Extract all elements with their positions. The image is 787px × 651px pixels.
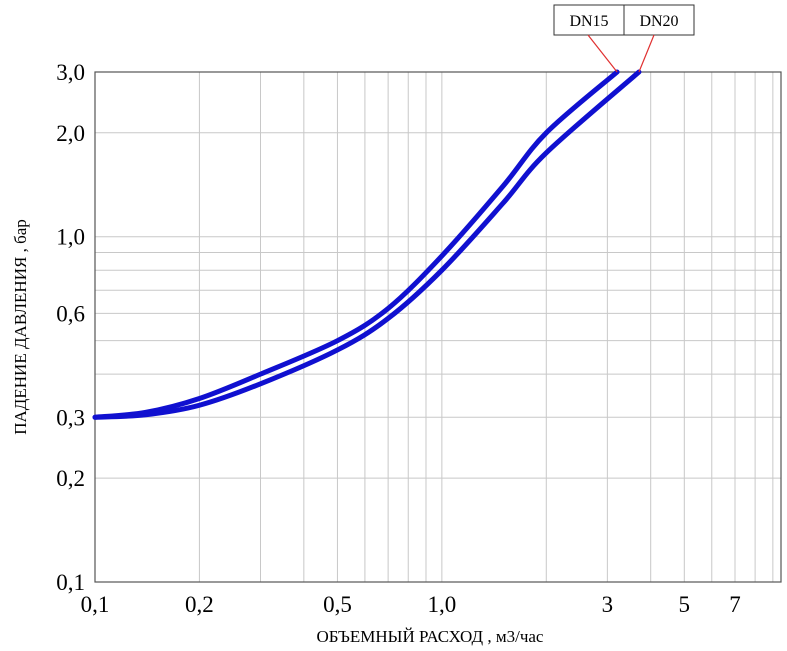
legend-box <box>623 4 695 36</box>
y-tick-label: 0,2 <box>56 466 85 491</box>
x-tick-label: 0,5 <box>323 592 352 617</box>
y-tick-label: 2,0 <box>56 121 85 146</box>
x-tick-label: 7 <box>729 592 741 617</box>
legend-label: DN20 <box>639 13 678 30</box>
x-tick-labels: 0,1 0,2 0,5 1,0 3 5 7 <box>81 592 741 617</box>
x-tick-label: 5 <box>679 592 691 617</box>
y-tick-label: 1,0 <box>56 225 85 250</box>
legend: DN15 DN20 <box>553 4 695 73</box>
y-tick-label: 0,3 <box>56 405 85 430</box>
series-layer <box>92 69 642 420</box>
legend-leader-line <box>638 34 655 73</box>
y-tick-label: 0,1 <box>56 570 85 595</box>
grid <box>94 71 781 583</box>
legend-item-dn15: DN15 <box>553 4 625 73</box>
x-axis-label: ОБЪЕМНЫЙ РАСХОД , м3/час <box>317 627 544 646</box>
series-line-dn20 <box>92 69 642 420</box>
y-axis-label: ПАДЕНИЕ ДАВЛЕНИЯ , бар <box>11 219 30 435</box>
legend-item-dn20: DN20 <box>623 4 695 73</box>
legend-leader-line <box>587 34 618 73</box>
series-line-dn15 <box>92 69 620 420</box>
legend-label: DN15 <box>569 13 608 30</box>
y-tick-labels: 0,1 0,2 0,3 0,6 1,0 2,0 3,0 <box>56 60 85 595</box>
x-tick-label: 3 <box>602 592 614 617</box>
y-tick-label: 3,0 <box>56 60 85 85</box>
x-tick-label: 0,1 <box>81 592 110 617</box>
y-tick-label: 0,6 <box>56 301 85 326</box>
x-tick-label: 1,0 <box>427 592 456 617</box>
plot-frame <box>94 71 782 583</box>
x-tick-label: 0,2 <box>185 592 214 617</box>
legend-box <box>553 4 625 36</box>
